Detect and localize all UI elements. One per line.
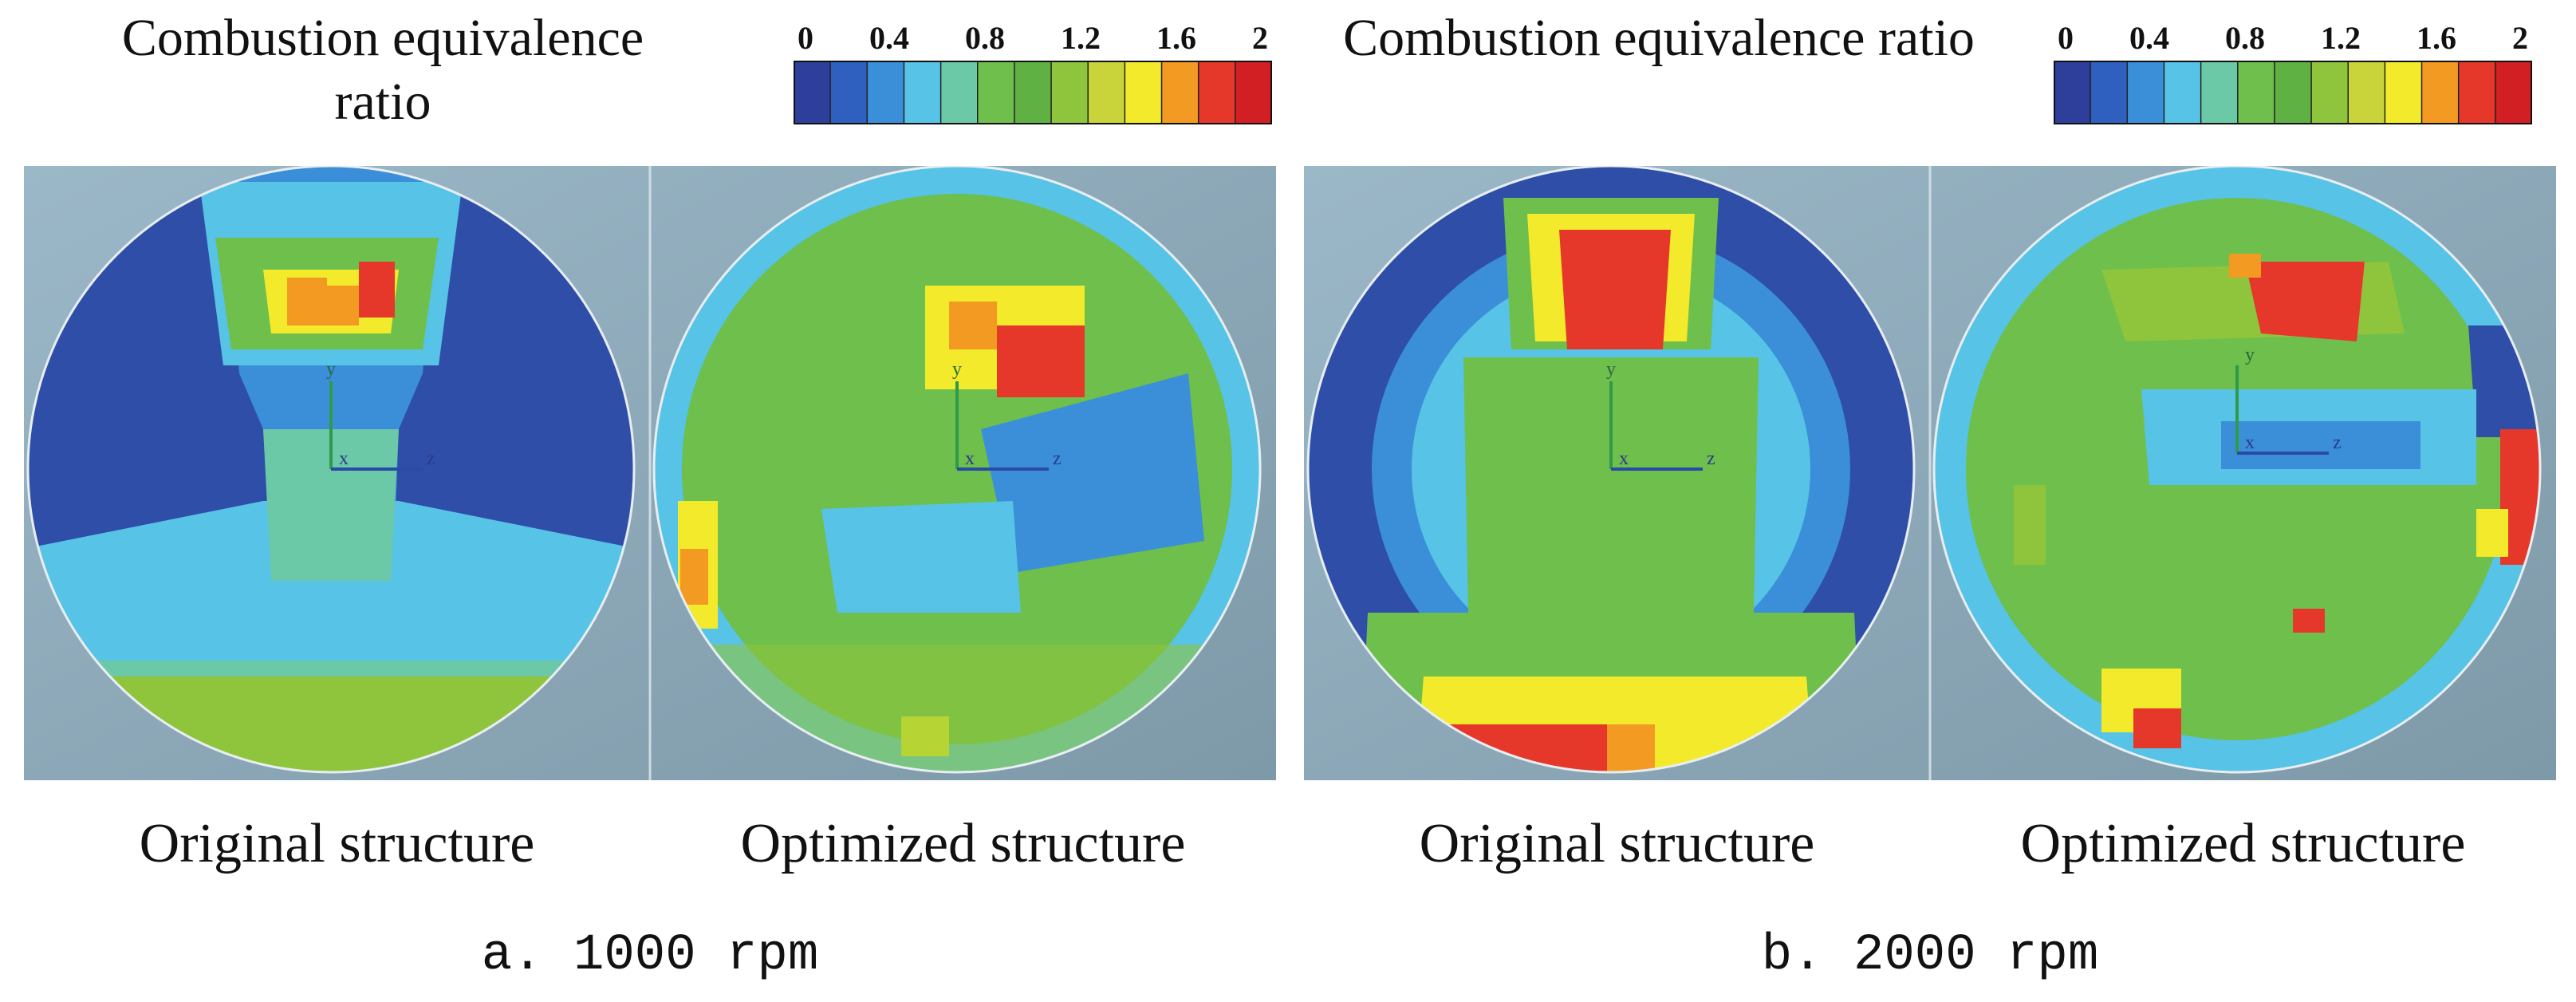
colorbar-segment [2274, 61, 2313, 124]
contour-optimized-1000 [654, 166, 1260, 772]
colorbar-segment [1160, 61, 1199, 124]
colorbar-segment [2310, 61, 2350, 124]
chamber-outline [1932, 166, 2542, 774]
colorbar-border [794, 61, 1272, 124]
colorbar-tick: 2 [2512, 20, 2528, 56]
colorbar-ticks-left: 0 0.4 0.8 1.2 1.6 2 [794, 21, 1272, 61]
colorbar-segment [2237, 61, 2276, 124]
legend-title-right: Combustion equivalence ratio [1343, 9, 1975, 67]
axis-label-x: x [1619, 448, 1629, 469]
axis-triad [955, 381, 1049, 471]
label-optimized-b: Optimized structure [2020, 813, 2466, 874]
contour-panel-b-svg: y x z y x z [1304, 166, 2556, 780]
axis-label-z: z [2333, 432, 2342, 453]
colorbar-tick: 0.4 [869, 20, 909, 56]
axis-label-x: x [965, 448, 975, 469]
colorbar-segment [829, 61, 869, 124]
label-optimized-a: Optimized structure [740, 813, 1186, 874]
colorbar-tick: 0.4 [2129, 20, 2169, 56]
colorbar-segment [2495, 61, 2532, 124]
contour-panel-a: y x z y x z [24, 166, 1276, 780]
axis-label-y: y [2245, 345, 2255, 365]
axis-label-z: z [1707, 448, 1715, 469]
colorbar-border [2054, 61, 2532, 124]
colorbar-tick: 1.6 [2416, 20, 2456, 56]
colorbar-right-svg [2054, 61, 2532, 124]
colorbar-left [794, 61, 1272, 124]
caption-a: a. 1000 rpm [481, 927, 819, 984]
colorbar-segment [1087, 61, 1126, 124]
axis-label-x: x [2245, 432, 2255, 453]
colorbar-right [2054, 61, 2532, 124]
colorbar-tick: 0.8 [965, 20, 1005, 56]
contour-panel-a-svg: y x z y x z [24, 166, 1276, 780]
contour-panel-b: y x z y x z [1304, 166, 2556, 780]
colorbar-segment [939, 61, 979, 124]
colorbar-segment [1050, 61, 1089, 124]
caption-b: b. 2000 rpm [1761, 927, 2099, 984]
colorbar-left-svg [794, 61, 1272, 124]
colorbar-segment [1197, 61, 1237, 124]
colorbar-segment [866, 61, 905, 124]
colorbar-segment [2054, 61, 2092, 124]
colorbar-segment [2126, 61, 2165, 124]
colorbar-segment [1235, 61, 1272, 124]
colorbar-segment [794, 61, 832, 124]
axis-label-z: z [1053, 448, 1062, 469]
colorbar-segment [2200, 61, 2239, 124]
label-original-a: Original structure [139, 813, 535, 874]
axis-label-x: x [339, 448, 349, 469]
colorbar-tick: 1.2 [2321, 20, 2361, 56]
contour-optimized-2000 [1934, 166, 2540, 772]
colorbar-segment [2457, 61, 2497, 124]
axis-label-y: y [1606, 359, 1616, 380]
chamber-outline [1306, 166, 1916, 774]
colorbar-segment [977, 61, 1016, 124]
axis-label-y: y [952, 359, 962, 380]
colorbar-tick: 1.6 [1156, 20, 1196, 56]
colorbar-ticks-right: 0 0.4 0.8 1.2 1.6 2 [2054, 21, 2532, 61]
colorbar-segment [903, 61, 942, 124]
axis-triad [329, 381, 423, 471]
legend-title-left: Combustion equivalence ratio [121, 9, 644, 131]
colorbar-tick: 2 [1252, 20, 1268, 56]
axis-triad [1609, 381, 1703, 471]
colorbar-segment [1014, 61, 1053, 124]
colorbar-segment [2090, 61, 2129, 124]
label-original-b: Original structure [1419, 813, 1815, 874]
colorbar-segment [2384, 61, 2423, 124]
axis-label-z: z [427, 448, 435, 469]
axis-triad [2235, 365, 2329, 455]
colorbar-segment [2163, 61, 2202, 124]
colorbar-segment [2347, 61, 2386, 124]
colorbar-segment [2420, 61, 2460, 124]
colorbar-tick: 1.2 [1061, 20, 1101, 56]
colorbar-tick: 0 [2058, 20, 2074, 56]
chamber-outline [652, 166, 1262, 774]
colorbar-tick: 0.8 [2225, 20, 2265, 56]
colorbar-segment [1124, 61, 1163, 124]
chamber-outline [26, 166, 636, 774]
axis-label-y: y [326, 359, 336, 380]
colorbar-tick: 0 [798, 20, 813, 56]
